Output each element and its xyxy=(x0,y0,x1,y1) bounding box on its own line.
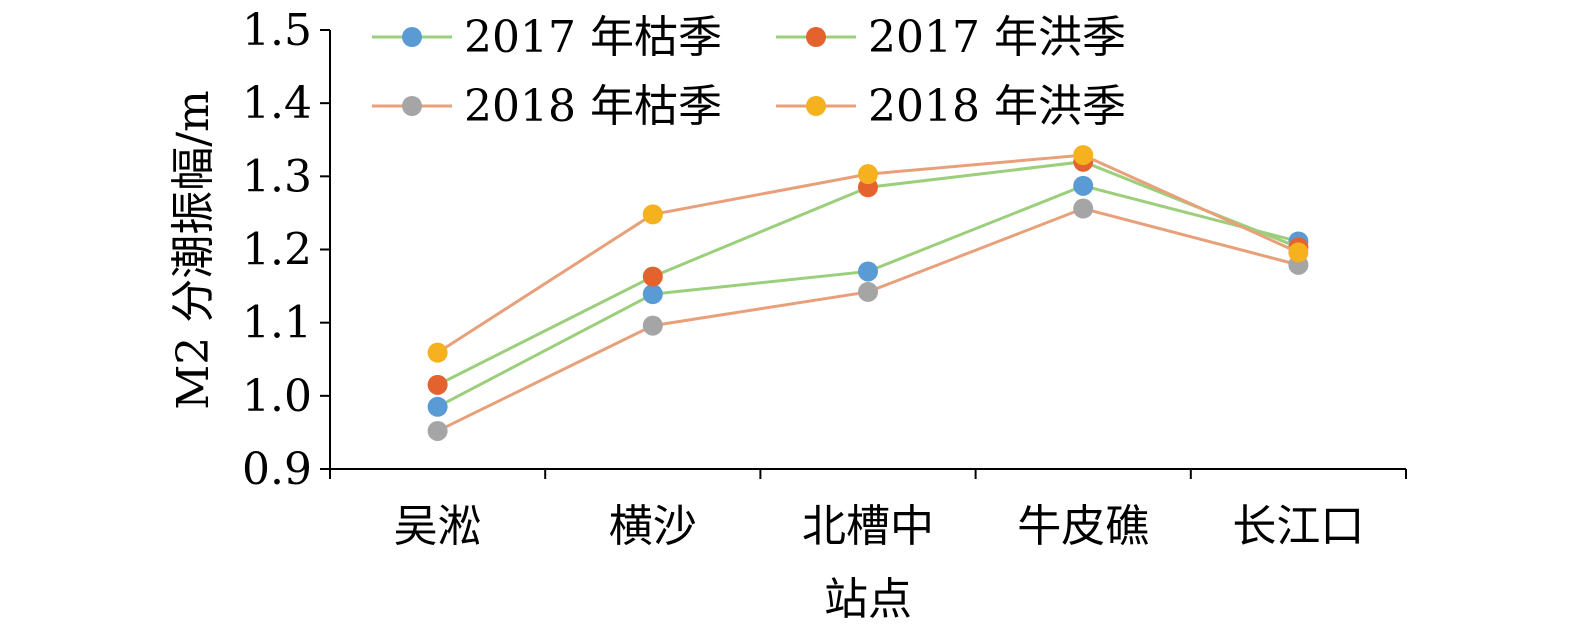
legend-marker xyxy=(806,96,826,116)
data-point xyxy=(858,261,878,282)
legend-item: 2017 年枯季 xyxy=(372,12,722,63)
data-point xyxy=(1073,198,1094,219)
y-axis-title: M2 分潮振幅/m xyxy=(168,90,219,410)
y-tick-label: 0.9 xyxy=(242,444,312,495)
data-point xyxy=(642,284,663,305)
y-tick-label: 1.0 xyxy=(242,371,312,422)
series-3 xyxy=(427,198,1309,441)
data-point xyxy=(858,281,878,302)
x-tick-labels: 吴淞 横沙 北槽中 牛皮礁 长江口 xyxy=(329,469,1407,552)
x-tick-label: 长江口 xyxy=(1232,501,1364,552)
series-group xyxy=(427,145,1309,441)
x-axis-title: 站点 xyxy=(824,574,912,625)
legend-label: 2018 年枯季 xyxy=(464,81,722,132)
y-tick-label: 1.5 xyxy=(242,5,312,56)
legend-label: 2017 年枯季 xyxy=(464,12,722,63)
x-tick-label: 吴淞 xyxy=(394,501,482,552)
legend-label: 2017 年洪季 xyxy=(868,12,1126,63)
legend-item: 2018 年枯季 xyxy=(372,81,722,132)
x-tick-label: 牛皮礁 xyxy=(1017,501,1149,552)
y-tick-labels: 0.9 1.0 1.1 1.2 1.3 1.4 1.5 xyxy=(242,5,330,495)
data-point xyxy=(642,204,663,225)
legend-item: 2018 年洪季 xyxy=(776,81,1126,132)
data-point xyxy=(1073,175,1094,196)
data-point xyxy=(427,374,448,395)
legend-item: 2017 年洪季 xyxy=(776,12,1126,63)
legend-label: 2018 年洪季 xyxy=(868,81,1126,132)
data-point xyxy=(642,315,663,336)
legend: 2017 年枯季 2017 年洪季 2018 年枯季 2018 年洪季 xyxy=(372,12,1126,132)
y-tick-label: 1.1 xyxy=(242,298,312,349)
y-tick-label: 1.4 xyxy=(242,78,312,129)
y-tick-label: 1.2 xyxy=(242,225,312,276)
data-point xyxy=(427,396,448,417)
y-tick-label: 1.3 xyxy=(242,151,312,202)
series-4 xyxy=(427,145,1309,363)
data-point xyxy=(642,266,663,287)
data-point xyxy=(427,420,448,441)
legend-marker xyxy=(402,96,422,116)
data-point xyxy=(1073,145,1094,166)
x-tick-label: 北槽中 xyxy=(802,501,934,552)
legend-marker xyxy=(806,27,826,47)
legend-marker xyxy=(402,27,422,47)
data-point xyxy=(1288,242,1309,263)
data-point xyxy=(858,164,878,185)
x-tick-label: 横沙 xyxy=(609,501,697,552)
data-point xyxy=(427,342,448,363)
